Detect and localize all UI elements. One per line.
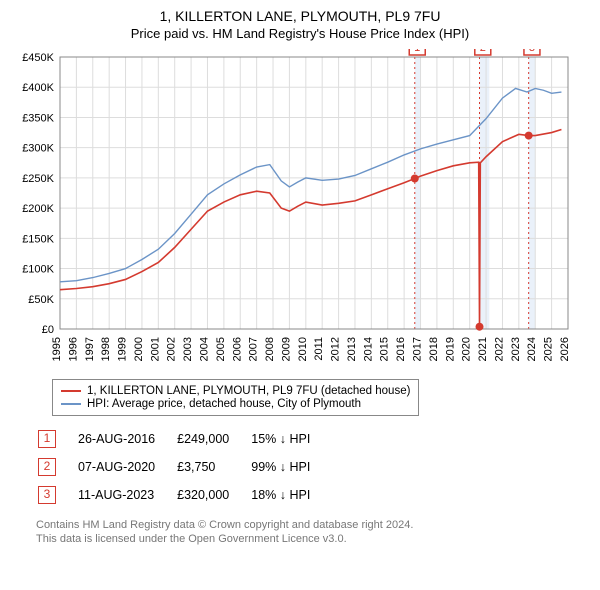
svg-text:1996: 1996 [67,337,79,361]
svg-text:2008: 2008 [264,337,276,361]
svg-text:2000: 2000 [133,337,145,361]
footnote: Contains HM Land Registry data © Crown c… [36,518,588,547]
legend: 1, KILLERTON LANE, PLYMOUTH, PL9 7FU (de… [52,379,419,416]
marker-price: £249,000 [177,426,249,452]
svg-text:£400K: £400K [22,82,54,94]
legend-swatch [61,403,81,405]
svg-text:1: 1 [414,49,420,54]
svg-text:2012: 2012 [330,337,342,361]
svg-text:2022: 2022 [493,337,505,361]
svg-text:2025: 2025 [543,337,555,361]
marker-date: 07-AUG-2020 [78,454,175,480]
svg-text:2002: 2002 [166,337,178,361]
svg-text:1999: 1999 [117,337,129,361]
svg-text:2007: 2007 [248,337,260,361]
chart-area: 1 2 3 £0 £50K £100K £150K £200K £250K £300K £350K £… [12,49,588,369]
svg-text:2014: 2014 [362,337,374,361]
marker-date: 26-AUG-2016 [78,426,175,452]
marker-row: 1 26-AUG-2016£249,00015% ↓ HPI [38,426,330,452]
svg-text:£100K: £100K [22,264,54,276]
legend-row: HPI: Average price, detached house, City… [61,398,410,410]
svg-text:£250K: £250K [22,173,54,185]
marker-price: £320,000 [177,482,249,508]
svg-text:2006: 2006 [231,337,243,361]
svg-text:£350K: £350K [22,112,54,124]
svg-text:£50K: £50K [28,294,54,306]
svg-text:2024: 2024 [526,337,538,361]
svg-text:1995: 1995 [51,337,63,361]
marker-price: £3,750 [177,454,249,480]
markers-table: 1 26-AUG-2016£249,00015% ↓ HPI 2 07-AUG-202… [36,424,332,510]
svg-text:2010: 2010 [297,337,309,361]
svg-text:2020: 2020 [461,337,473,361]
marker-date: 11-AUG-2023 [78,482,175,508]
svg-text:1998: 1998 [100,337,112,361]
legend-label: 1, KILLERTON LANE, PLYMOUTH, PL9 7FU (de… [87,385,410,397]
svg-text:2019: 2019 [444,337,456,361]
marker-delta: 18% ↓ HPI [251,482,330,508]
marker-number-box: 1 [38,430,56,448]
legend-row: 1, KILLERTON LANE, PLYMOUTH, PL9 7FU (de… [61,385,410,397]
svg-text:2015: 2015 [379,337,391,361]
marker-row: 3 11-AUG-2023£320,00018% ↓ HPI [38,482,330,508]
footnote-line: Contains HM Land Registry data © Crown c… [36,518,588,532]
page-title: 1, KILLERTON LANE, PLYMOUTH, PL9 7FU [12,8,588,24]
price-chart: 1 2 3 £0 £50K £100K £150K £200K £250K £300K £350K £… [12,49,572,369]
marker-delta: 15% ↓ HPI [251,426,330,452]
legend-swatch [61,390,81,392]
svg-text:£200K: £200K [22,203,54,215]
svg-text:2016: 2016 [395,337,407,361]
svg-text:£0: £0 [42,324,54,336]
svg-text:£450K: £450K [22,52,54,64]
legend-label: HPI: Average price, detached house, City… [87,398,361,410]
svg-text:2018: 2018 [428,337,440,361]
svg-text:2013: 2013 [346,337,358,361]
marker-delta: 99% ↓ HPI [251,454,330,480]
marker-row: 2 07-AUG-2020£3,75099% ↓ HPI [38,454,330,480]
svg-text:2001: 2001 [149,337,161,361]
marker-number-box: 2 [38,458,56,476]
svg-text:£150K: £150K [22,233,54,245]
svg-text:1997: 1997 [84,337,96,361]
svg-text:2004: 2004 [198,337,210,361]
svg-text:2026: 2026 [559,337,571,361]
page-subtitle: Price paid vs. HM Land Registry's House … [12,26,588,41]
svg-text:£300K: £300K [22,143,54,155]
svg-text:2017: 2017 [412,337,424,361]
svg-text:3: 3 [529,49,535,54]
svg-text:2023: 2023 [510,337,522,361]
marker-number-box: 3 [38,486,56,504]
svg-text:2: 2 [480,49,486,54]
svg-text:2011: 2011 [313,337,325,361]
svg-text:2009: 2009 [280,337,292,361]
svg-text:2021: 2021 [477,337,489,361]
svg-text:2003: 2003 [182,337,194,361]
svg-text:2005: 2005 [215,337,227,361]
footnote-line: This data is licensed under the Open Gov… [36,532,588,546]
